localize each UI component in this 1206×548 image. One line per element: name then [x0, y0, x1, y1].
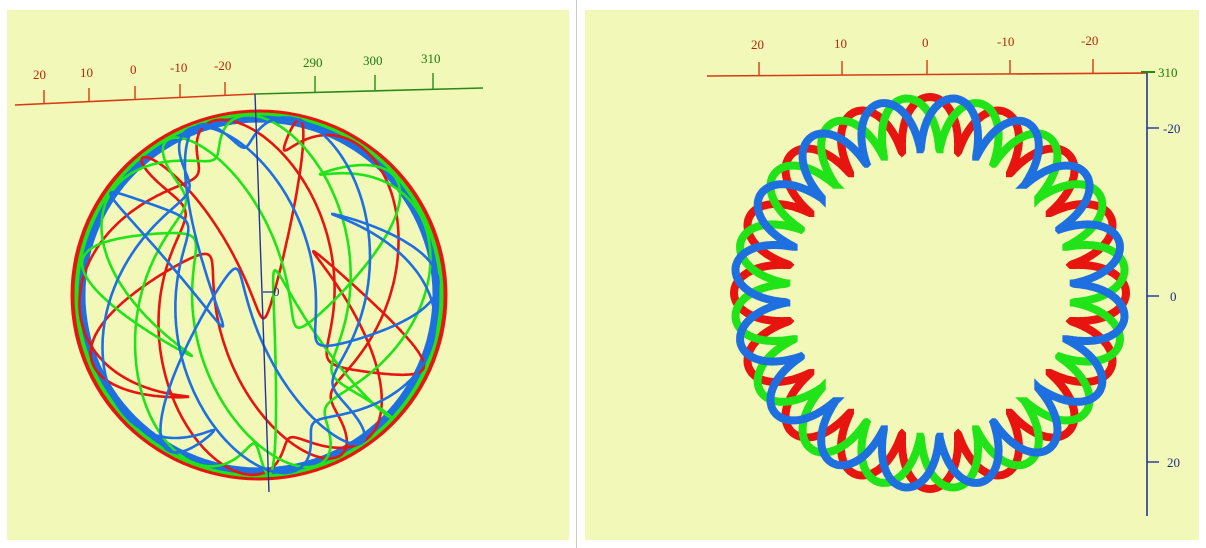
red-axis-label-m10: -10	[170, 60, 187, 75]
top-axis-label-m20: -20	[1081, 33, 1098, 48]
top-axis-line	[706, 72, 1148, 77]
corner-axis-label: 310	[1158, 65, 1178, 80]
top-axis-label-10: 10	[834, 36, 847, 51]
blue-sphere-curve	[101, 116, 440, 475]
blue-ring-curve	[731, 94, 1129, 492]
top-axis-label-0: 0	[922, 35, 929, 50]
green-axis-line	[254, 87, 484, 95]
top-axis-ticks	[758, 59, 1094, 76]
blue-axis-line	[254, 93, 270, 493]
green-axis-label-300: 300	[363, 53, 383, 68]
right-axis-ticks	[1147, 127, 1159, 463]
ring-curves	[729, 92, 1130, 494]
green-axis-label-310: 310	[421, 51, 441, 66]
right-axis-label-0: 0	[1170, 289, 1177, 304]
top-view-panel[interactable]: 20 10 0 -10 -20 310 -20 0 20	[585, 10, 1199, 540]
center-label: 0	[273, 284, 280, 299]
red-ring-curve	[729, 92, 1130, 494]
right-axis-label-m20: -20	[1163, 121, 1180, 136]
perspective-view-canvas[interactable]: 20 10 0 -10 -20 290 300 310 0	[7, 10, 569, 540]
sphere-curves	[70, 109, 448, 481]
green-axis-ticks	[314, 73, 434, 92]
top-view-canvas[interactable]: 20 10 0 -10 -20 310 -20 0 20	[585, 10, 1199, 540]
red-axis-ticks	[43, 82, 226, 104]
perspective-view-panel[interactable]: 20 10 0 -10 -20 290 300 310 0	[7, 10, 569, 540]
right-axis-label-20: 20	[1167, 455, 1180, 470]
green-ring-curve	[731, 94, 1129, 492]
view-divider	[576, 0, 577, 548]
red-axis-label-10: 10	[80, 65, 93, 80]
green-axis-label-290: 290	[303, 55, 323, 70]
red-axis-label-m20: -20	[214, 58, 231, 73]
red-sphere-curve	[78, 118, 426, 477]
top-axis-label-m10: -10	[997, 34, 1014, 49]
red-axis-label-0: 0	[130, 62, 137, 77]
green-sphere-curve	[80, 114, 432, 476]
top-axis-label-20: 20	[751, 37, 764, 52]
red-axis-label-20: 20	[33, 67, 46, 82]
